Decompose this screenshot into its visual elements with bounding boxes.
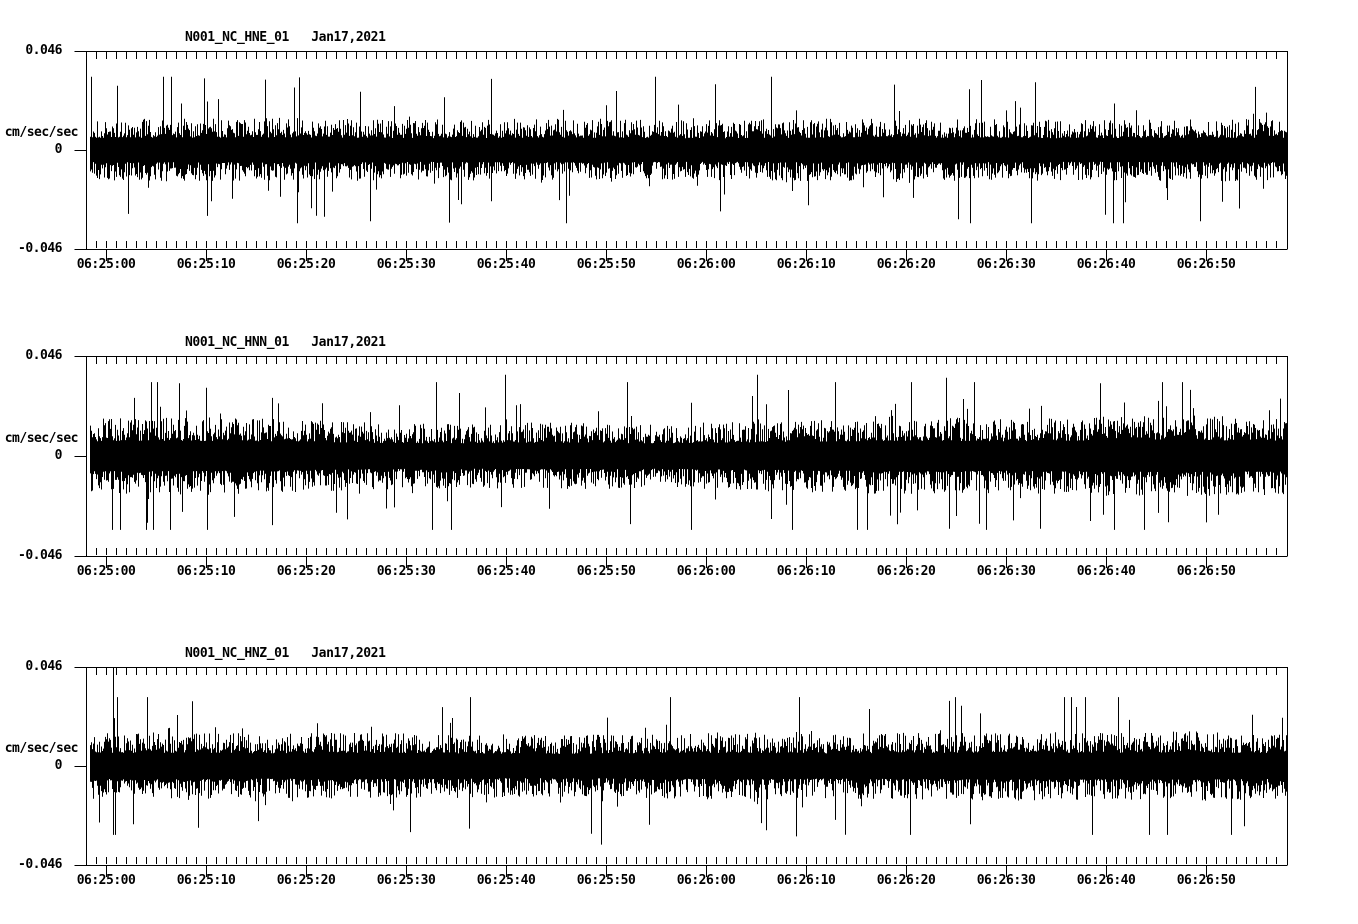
axis-major-ticks [106, 249, 1207, 261]
axis-minor-ticks [96, 357, 1277, 555]
waveform-trace-N001.NC.HNN.01 [90, 374, 1287, 530]
plot-frame [74, 356, 1288, 557]
axis-major-ticks [106, 865, 1207, 877]
waveform-trace-N001.NC.HNE.01 [90, 76, 1287, 224]
waveform-trace-N001.NC.HNZ.01 [90, 667, 1287, 845]
plot-frame [74, 667, 1288, 866]
plot-frame [74, 51, 1288, 250]
axis-minor-ticks [96, 668, 1277, 864]
axis-minor-ticks [96, 52, 1277, 248]
axis-major-ticks [106, 556, 1207, 568]
